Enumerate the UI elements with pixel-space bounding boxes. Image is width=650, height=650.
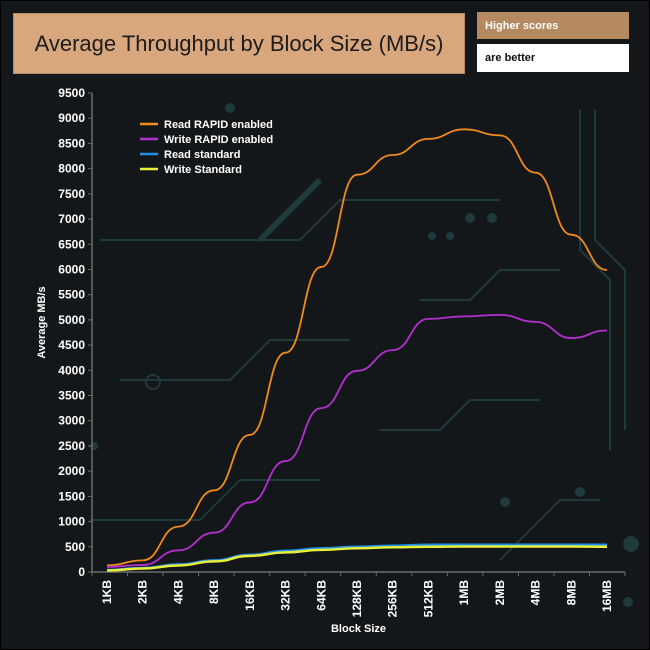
x-tick-label: 4KB (171, 580, 185, 604)
y-axis-ticks: 0 500 1000 1500 2000 2500 3000 3500 4000 4500 5000… (58, 86, 92, 579)
y-tick-label: 9000 (58, 111, 85, 125)
y-tick-label: 6500 (58, 237, 85, 251)
y-tick-label: 5000 (58, 313, 85, 327)
legend-label: Read RAPID enabled (164, 119, 273, 131)
are-better-badge: are better (477, 44, 629, 72)
legend-label: Write Standard (164, 164, 242, 176)
y-axis-title: Average MB/s (36, 286, 48, 358)
y-tick-label: 8000 (58, 162, 85, 176)
x-tick-label: 128KB (350, 580, 364, 618)
y-tick-label: 9500 (58, 86, 85, 100)
x-tick-label: 16KB (243, 580, 257, 611)
legend: Read RAPID enabled Write RAPID enabled Rea… (140, 119, 273, 176)
y-tick-label: 1500 (58, 489, 85, 503)
x-tick-label: 32KB (279, 580, 293, 611)
y-tick-label: 4000 (58, 363, 85, 377)
legend-label: Write RAPID enabled (164, 134, 273, 146)
x-tick-label: 512KB (421, 580, 435, 618)
y-tick-label: 0 (78, 565, 85, 579)
legend-label: Read standard (164, 149, 240, 161)
series-write-rapid-enabled (106, 313, 608, 568)
x-tick-label: 8KB (207, 580, 221, 604)
y-tick-label: 1000 (58, 515, 85, 529)
axes: 0 500 1000 1500 2000 2500 3000 3500 4000 4500 5000… (58, 86, 626, 618)
y-tick-label: 2500 (58, 439, 85, 453)
x-tick-label: 16MB (600, 580, 614, 612)
y-tick-label: 7500 (58, 187, 85, 201)
series-write-standard (106, 545, 608, 572)
x-tick-label: 2MB (493, 580, 507, 606)
x-tick-label: 64KB (314, 580, 328, 611)
series-line (106, 128, 608, 567)
x-axis-ticks: 1KB 2KB 4KB 8KB 16KB 32KB 64KB 128KB 256KB 512KB 1… (91, 572, 626, 618)
y-tick-label: 6000 (58, 262, 85, 276)
series-read-rapid-enabled (106, 128, 608, 567)
y-tick-label: 500 (65, 540, 85, 554)
x-tick-label: 256KB (386, 580, 400, 618)
x-tick-label: 1MB (457, 580, 471, 606)
x-tick-label: 4MB (529, 580, 543, 606)
x-tick-label: 8MB (564, 580, 578, 606)
circuit-background (90, 103, 639, 607)
y-tick-label: 3000 (58, 414, 85, 428)
series-layer (106, 128, 608, 572)
y-tick-label: 3500 (58, 389, 85, 403)
y-tick-label: 7000 (58, 212, 85, 226)
x-axis-title: Block Size (331, 623, 386, 635)
higher-scores-badge: Higher scores (477, 12, 629, 39)
series-line (106, 313, 608, 568)
x-tick-label: 2KB (136, 580, 150, 604)
y-tick-label: 8500 (58, 136, 85, 150)
chart-title: Average Throughput by Block Size (MB/s) (13, 13, 465, 74)
y-tick-label: 5500 (58, 288, 85, 302)
y-tick-label: 4500 (58, 338, 85, 352)
x-tick-label: 1KB (100, 580, 114, 604)
y-tick-label: 2000 (58, 464, 85, 478)
